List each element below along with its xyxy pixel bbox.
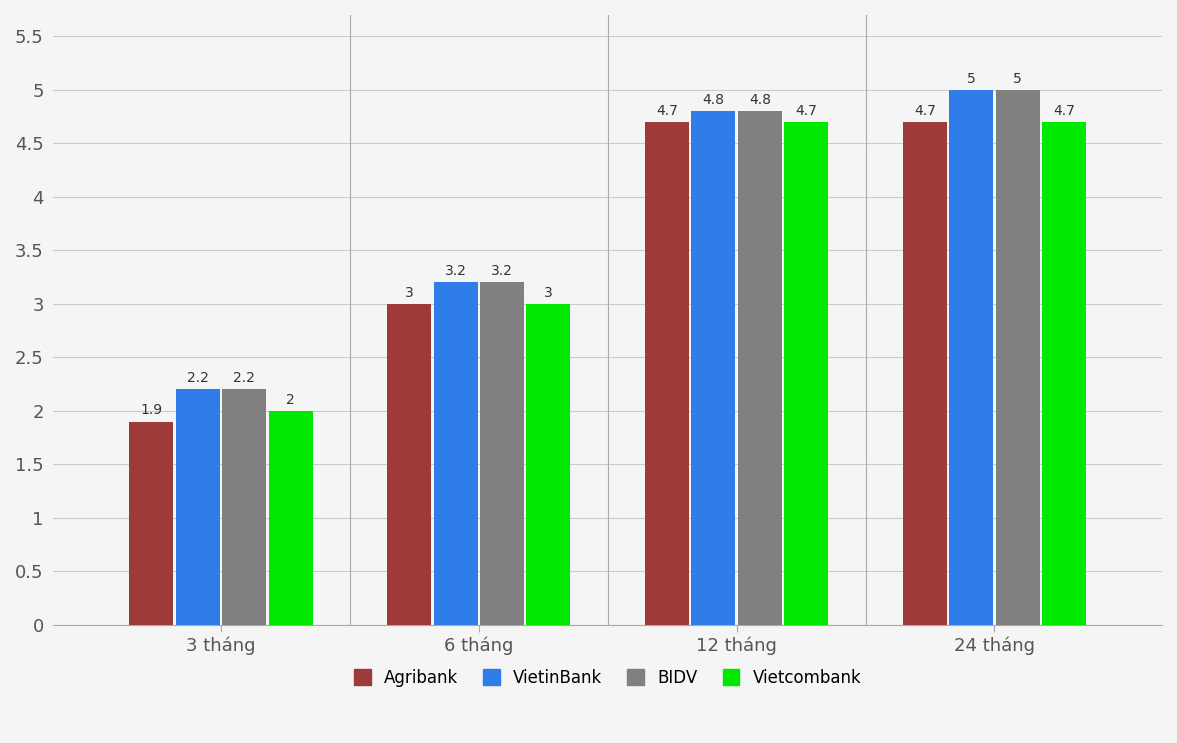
Text: 3.2: 3.2 xyxy=(491,265,513,278)
Bar xyxy=(387,304,431,625)
Legend: Agribank, VietinBank, BIDV, Vietcombank: Agribank, VietinBank, BIDV, Vietcombank xyxy=(346,661,870,695)
Text: 3: 3 xyxy=(405,285,413,299)
Text: 5: 5 xyxy=(1013,71,1022,85)
Text: 4.7: 4.7 xyxy=(1053,104,1075,117)
Text: 4.7: 4.7 xyxy=(913,104,936,117)
Text: 5: 5 xyxy=(966,71,976,85)
Bar xyxy=(1042,122,1086,625)
Text: 4.7: 4.7 xyxy=(796,104,817,117)
Bar xyxy=(996,90,1039,625)
Text: 3.2: 3.2 xyxy=(445,265,466,278)
Bar xyxy=(129,421,173,625)
Bar xyxy=(738,111,782,625)
Bar xyxy=(903,122,946,625)
Bar xyxy=(480,282,524,625)
Bar xyxy=(175,389,220,625)
Bar xyxy=(949,90,993,625)
Text: 4.7: 4.7 xyxy=(656,104,678,117)
Text: 4.8: 4.8 xyxy=(703,93,724,107)
Bar xyxy=(645,122,689,625)
Bar xyxy=(433,282,478,625)
Text: 2.2: 2.2 xyxy=(187,372,208,385)
Text: 4.8: 4.8 xyxy=(749,93,771,107)
Text: 1.9: 1.9 xyxy=(140,403,162,418)
Bar xyxy=(691,111,736,625)
Bar xyxy=(268,411,313,625)
Bar xyxy=(784,122,829,625)
Bar xyxy=(526,304,571,625)
Text: 2.2: 2.2 xyxy=(233,372,255,385)
Text: 2: 2 xyxy=(286,392,295,406)
Text: 3: 3 xyxy=(544,285,553,299)
Bar xyxy=(222,389,266,625)
